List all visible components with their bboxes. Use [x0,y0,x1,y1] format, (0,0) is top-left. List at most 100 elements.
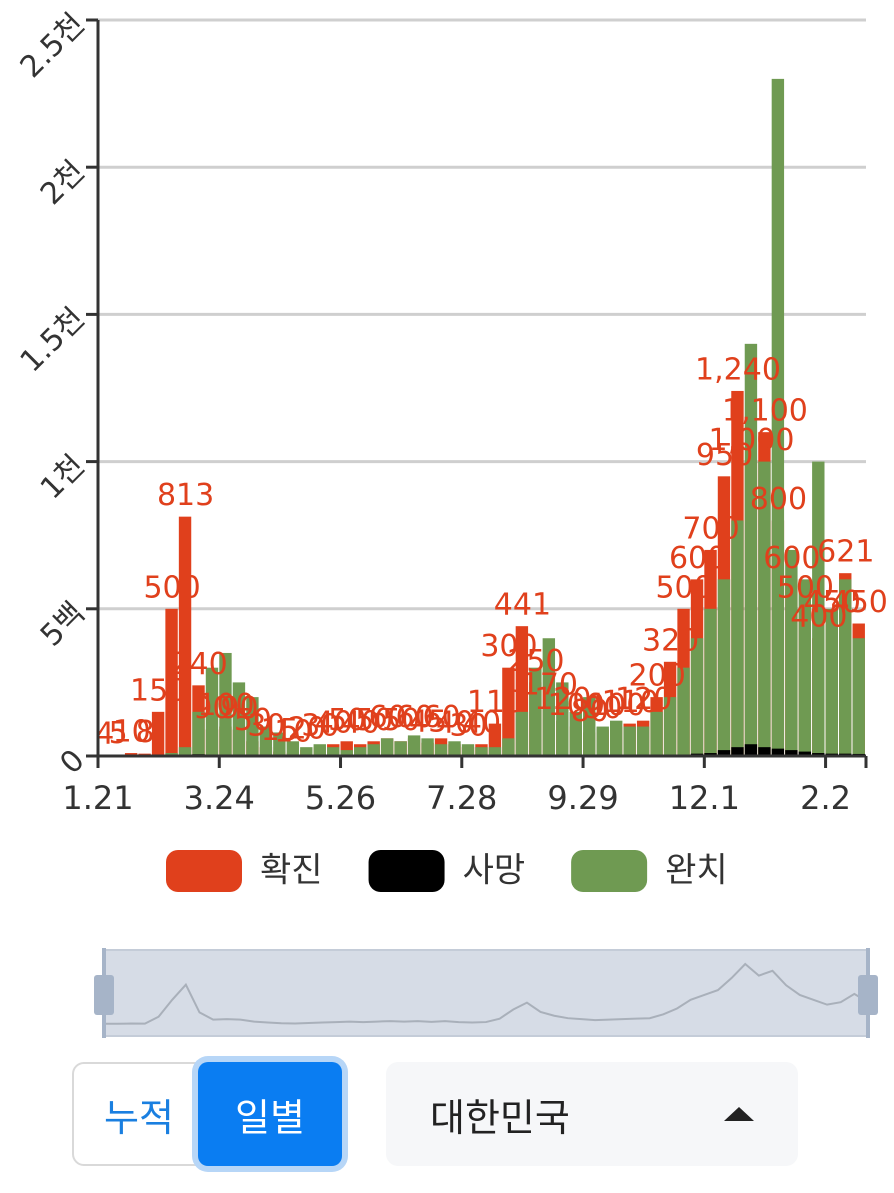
bar [798,751,812,756]
bar [205,667,219,756]
data-label: 40 [463,706,501,741]
bar [394,741,407,756]
data-label: 90 [584,691,622,726]
bar [219,652,232,756]
bar [380,738,394,756]
data-label: 400 [790,600,847,635]
data-label: 150 [130,673,187,708]
legend-label: 사망 [463,851,526,891]
cumulative-button[interactable]: 누적 [72,1062,206,1166]
data-label: 30 [301,709,339,744]
bar [461,744,475,756]
data-label: 1,100 [722,394,808,429]
data-label: 950 [696,438,753,473]
data-label: 250 [507,644,564,679]
y-tick-label: 1.5천 [14,301,92,379]
bar [421,738,434,756]
bar [785,750,798,756]
daily-button[interactable]: 일별 [198,1062,342,1166]
data-label: 1,240 [695,352,781,387]
region-label: 대한민국 [430,1095,570,1140]
data-label: 813 [157,478,214,513]
data-label: 170 [521,667,578,702]
legend-label: 확진 [260,851,323,891]
bar [852,638,865,756]
bar [354,747,367,756]
bar [812,461,825,756]
data-label: 100 [548,688,605,723]
bar [367,744,380,756]
bar [300,747,313,756]
bar [232,682,246,756]
data-label: 50 [382,703,420,738]
bar [583,697,596,756]
legend-swatch [166,850,242,892]
data-label: 80 [571,694,609,729]
data-label: 110 [467,685,524,720]
x-tick-label: 9.29 [547,779,618,817]
bar [758,747,771,756]
dropdown-arrow [724,1107,754,1121]
y-tick-label: 5백 [34,596,92,654]
bar [758,461,771,756]
navigator [103,949,869,1037]
data-label: 90 [220,691,258,726]
bar [286,741,300,756]
data-label: 100 [197,688,254,723]
bar [542,638,556,756]
data-label: 15 [261,713,299,748]
bar [327,747,340,756]
region-select[interactable]: 대한민국 [386,1062,798,1166]
bar [731,520,744,756]
bar [663,697,677,756]
bar [529,667,542,756]
data-label: 50 [355,703,393,738]
bar [610,720,623,756]
data-label: 600 [763,541,820,576]
navigator-handle [94,975,114,1015]
bar [717,579,731,756]
x-tick-label: 2.2 [800,779,851,817]
bar [502,667,515,756]
bar [475,747,488,756]
bar [717,750,731,756]
bar [650,711,663,756]
data-label: 30 [449,709,487,744]
bar [407,735,421,756]
data-label: 600 [669,541,726,576]
bar [839,579,852,756]
bar [636,726,650,756]
data-label: 500 [777,570,834,605]
data-label: 110 [602,685,659,720]
data-label: 90 [193,691,231,726]
bar [246,697,259,756]
data-label: 60 [369,700,407,735]
data-label: 10 [274,715,312,750]
data-label: 45 [409,704,447,739]
bar [569,711,582,756]
bar [502,738,515,756]
bar [165,608,178,756]
data-label: 240 [170,647,227,682]
y-tick-label: 1천 [34,449,92,507]
x-tick-label: 7.28 [426,779,497,817]
data-label: 20 [288,712,326,747]
bar [677,667,690,756]
data-label: 120 [615,682,672,717]
x-tick-label: 5.26 [305,779,376,817]
bar [556,682,569,756]
bar [178,747,192,756]
data-label: 60 [422,700,460,735]
bar [340,750,353,756]
data-label: 10 [113,715,151,750]
data-label: 500 [143,570,200,605]
x-tick-label: 1.21 [62,779,133,817]
bar [731,747,744,756]
bar [825,608,838,756]
data-label: 5 [109,716,128,751]
data-label: 700 [682,511,739,546]
bar [259,726,273,756]
bar [488,747,502,756]
data-label: 500 [655,570,712,605]
bar [690,638,704,756]
